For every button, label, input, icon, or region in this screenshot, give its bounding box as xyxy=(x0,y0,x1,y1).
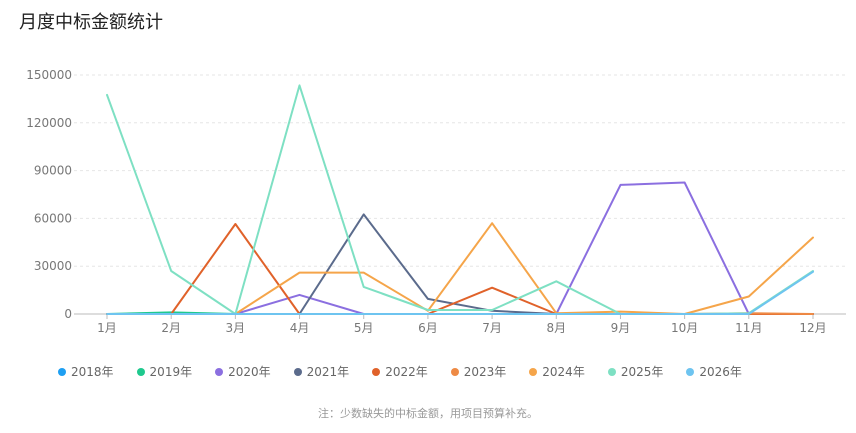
legend-label: 2022年 xyxy=(385,365,428,379)
series-line xyxy=(106,181,814,315)
y-tick-label: 90000 xyxy=(34,164,72,178)
legend-dot-icon xyxy=(529,367,538,376)
x-tick-label: 5月 xyxy=(354,321,374,335)
legend-item[interactable]: 2023年 xyxy=(450,363,507,380)
legend-label: 2026年 xyxy=(699,365,742,379)
x-tick-label: 2月 xyxy=(161,321,181,335)
x-tick-label: 4月 xyxy=(290,321,310,335)
series-line xyxy=(106,223,814,315)
legend-item[interactable]: 2018年 xyxy=(58,363,114,380)
legend-label: 2020年 xyxy=(228,365,271,379)
grid-lines xyxy=(74,74,846,267)
legend-dot-icon xyxy=(372,367,381,376)
chart-legend: 2018年 2019年 2020年 2021年 2022年 2023年 2024年 2025年… xyxy=(58,363,765,380)
axes: 0 30000 60000 90000 120000 150000 1月 2月 3月 4月 5月 6月… xyxy=(26,68,846,335)
x-tick-label: 10月 xyxy=(671,321,698,335)
x-tick-label: 8月 xyxy=(546,321,566,335)
x-tick-label: 6月 xyxy=(418,321,438,335)
legend-label: 2021年 xyxy=(306,365,350,379)
legend-label: 2025年 xyxy=(620,365,664,379)
legend-dot-icon xyxy=(686,367,695,376)
y-tick-label: 150000 xyxy=(26,68,72,82)
legend-label: 2019年 xyxy=(149,365,193,379)
legend-dot-icon xyxy=(293,367,302,376)
y-tick-label: 60000 xyxy=(34,211,72,225)
x-tick-label: 3月 xyxy=(226,321,246,335)
series-lines xyxy=(106,84,814,315)
y-tick-label: 120000 xyxy=(26,116,72,130)
x-tick-label: 11月 xyxy=(735,321,762,335)
legend-dot-icon xyxy=(215,367,224,376)
y-tick-label: 0 xyxy=(64,307,72,321)
x-tick-label: 1月 xyxy=(97,321,117,335)
legend-item[interactable]: 2020年 xyxy=(215,363,271,380)
legend-item[interactable]: 2025年 xyxy=(607,363,664,380)
legend-item[interactable]: 2026年 xyxy=(686,363,742,380)
chart-title: 月度中标金额统计 xyxy=(19,12,163,33)
x-tick-label: 7月 xyxy=(482,321,502,335)
legend-dot-icon xyxy=(450,367,459,376)
legend-dot-icon xyxy=(607,367,616,376)
x-tick-label: 9月 xyxy=(611,321,631,335)
legend-dot-icon xyxy=(136,367,145,376)
footnote: 注：少数缺失的中标金额，用项目预算补充。 xyxy=(318,407,538,420)
series-line xyxy=(106,84,814,315)
legend-item[interactable]: 2024年 xyxy=(529,363,585,380)
series-line xyxy=(106,270,814,315)
legend-item[interactable]: 2021年 xyxy=(293,363,350,380)
legend-dot-icon xyxy=(58,367,66,376)
legend-label: 2018年 xyxy=(71,365,114,379)
legend-item[interactable]: 2022年 xyxy=(372,363,428,380)
y-tick-label: 30000 xyxy=(34,259,72,273)
x-tick-label: 12月 xyxy=(799,321,826,335)
legend-item[interactable]: 2019年 xyxy=(136,363,193,380)
legend-label: 2024年 xyxy=(542,365,585,379)
legend-label: 2023年 xyxy=(463,365,507,379)
